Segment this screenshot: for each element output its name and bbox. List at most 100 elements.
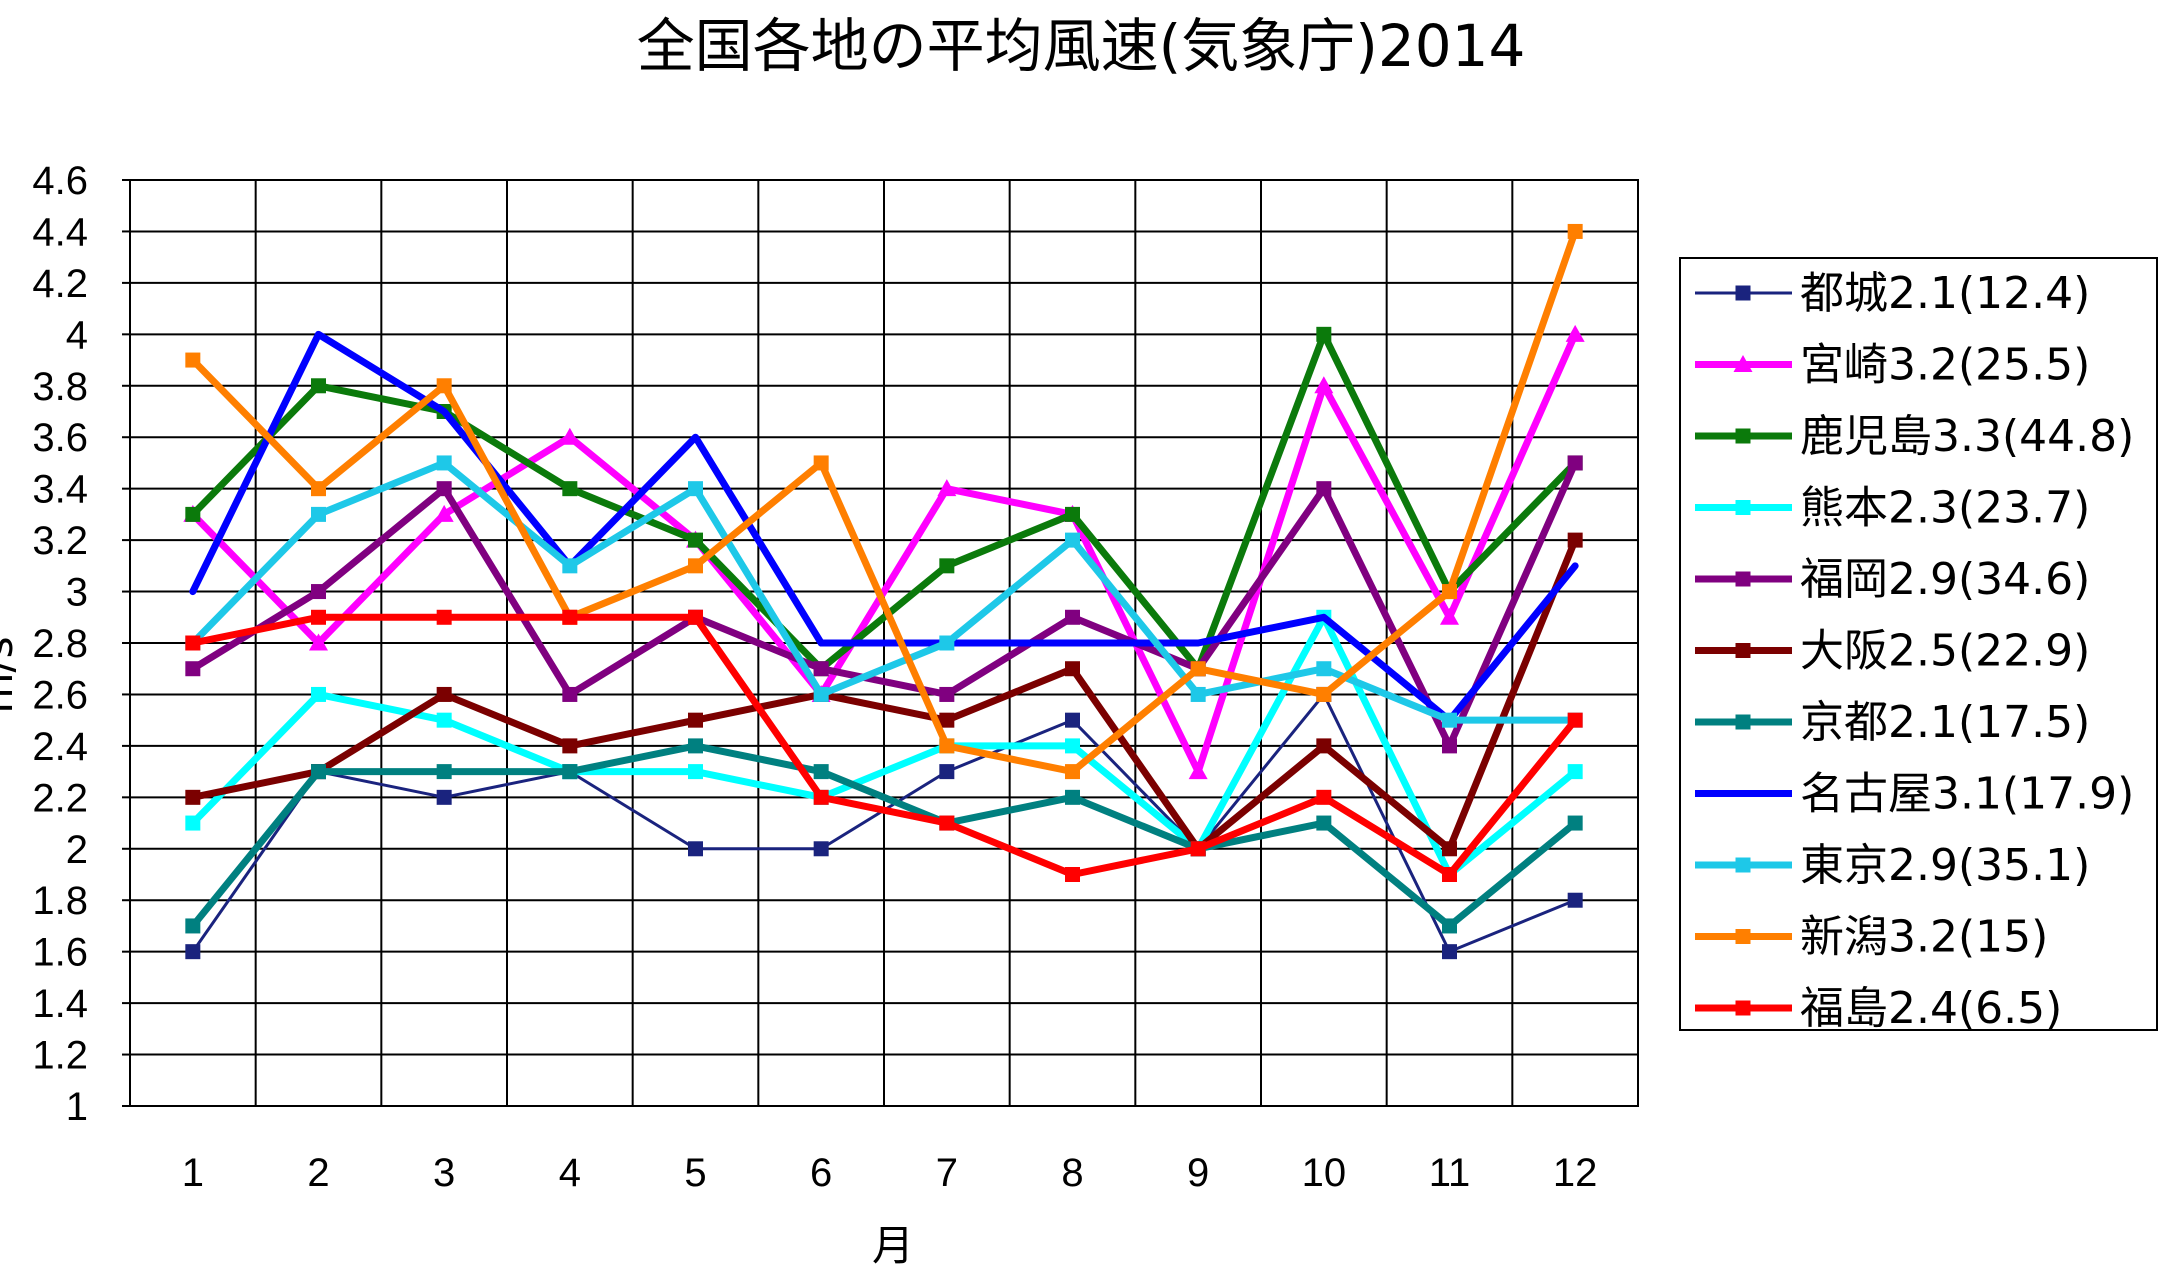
data-point: [1065, 789, 1080, 805]
data-point: [688, 558, 703, 574]
data-point: [688, 841, 703, 857]
data-point: [813, 789, 829, 805]
data-point: [562, 558, 578, 574]
legend-item: 福岡2.9(34.6): [1695, 554, 2090, 605]
data-point: [434, 504, 454, 522]
data-point: [1567, 764, 1583, 780]
data-point: [311, 378, 326, 394]
data-point: [185, 918, 201, 934]
legend-item: 名古屋3.1(17.9): [1695, 769, 2134, 820]
data-point: [1442, 944, 1457, 960]
data-point: [311, 609, 326, 625]
data-point: [688, 481, 703, 497]
legend-item: 新潟3.2(15): [1695, 912, 2048, 963]
y-tick-label: 3: [66, 571, 88, 615]
data-point: [1735, 929, 1751, 944]
series-line: [189, 330, 1579, 776]
legend-label: 東京2.9(35.1): [1800, 840, 2090, 891]
series-line: [189, 613, 1579, 878]
series-line: [189, 536, 1579, 853]
x-tick-label: 6: [810, 1151, 832, 1195]
data-point: [1735, 643, 1751, 658]
x-tick-label: 11: [1429, 1151, 1471, 1195]
data-point: [1567, 455, 1583, 471]
data-point: [1442, 841, 1457, 857]
data-point: [436, 789, 452, 805]
legend-label: 京都2.1(17.5): [1800, 697, 2090, 748]
data-point: [939, 712, 955, 728]
data-point: [813, 455, 829, 471]
data-point: [185, 635, 201, 651]
x-tick-label: 8: [1061, 1151, 1083, 1195]
data-point: [1442, 738, 1457, 754]
legend: 都城2.1(12.4) 宮崎3.2(25.5) 鹿児島3.3(44.8) 熊本2.3(…: [1679, 257, 2158, 1034]
legend-item: 鹿児島3.3(44.8): [1695, 411, 2134, 462]
data-point: [436, 712, 452, 728]
data-point: [185, 815, 201, 831]
legend-label: 新潟3.2(15): [1800, 912, 2048, 963]
y-tick-label: 4.2: [32, 262, 88, 306]
series-group: [183, 223, 1585, 960]
data-point: [1316, 481, 1332, 497]
y-tick-label: 2.8: [32, 622, 88, 666]
data-point: [688, 712, 703, 728]
data-point: [939, 738, 955, 754]
data-point: [813, 661, 829, 677]
data-point: [436, 481, 452, 497]
x-tick-label: 4: [559, 1151, 581, 1195]
legend-label: 福岡2.9(34.6): [1800, 554, 2090, 605]
data-point: [813, 686, 829, 702]
data-point: [1735, 857, 1751, 873]
x-axis-ticks: 1 2 3 4 5 6 7 8 9 10 11 12: [182, 1151, 1598, 1195]
legend-label: 名古屋3.1(17.9): [1800, 769, 2134, 820]
series-福島2.4(6.5): [185, 609, 1583, 882]
data-point: [1065, 712, 1080, 728]
y-axis-title: m/s: [0, 637, 22, 714]
data-point: [939, 558, 955, 574]
data-point: [939, 815, 955, 831]
y-tick-label: 3.6: [32, 416, 88, 460]
legend-item: 宮崎3.2(25.5): [1695, 340, 2090, 391]
legend-item: 熊本2.3(23.7): [1695, 483, 2090, 534]
data-point: [436, 378, 452, 394]
data-point: [185, 789, 201, 805]
series-line: [189, 613, 1579, 878]
data-point: [309, 633, 328, 651]
legend-item: 京都2.1(17.5): [1695, 697, 2090, 748]
data-point: [1190, 686, 1206, 702]
data-point: [1567, 223, 1583, 239]
data-point: [1065, 661, 1080, 677]
data-point: [1314, 376, 1334, 394]
data-point: [1567, 532, 1583, 548]
data-point: [1735, 500, 1751, 515]
data-point: [311, 506, 326, 522]
data-point: [1316, 686, 1332, 702]
y-tick-label: 3.8: [32, 365, 88, 409]
data-point: [1065, 867, 1080, 882]
y-tick-label: 2.6: [32, 673, 88, 717]
y-tick-label: 1.8: [32, 879, 88, 923]
data-point: [1065, 764, 1080, 780]
x-tick-label: 10: [1302, 1151, 1347, 1195]
y-tick-label: 3.2: [32, 519, 88, 563]
data-point: [688, 764, 703, 780]
series-新潟3.2(15): [185, 223, 1583, 780]
x-tick-label: 7: [936, 1151, 958, 1195]
data-point: [1316, 326, 1332, 342]
data-point: [1567, 892, 1583, 908]
y-tick-label: 2.2: [32, 776, 88, 820]
data-point: [562, 481, 578, 497]
y-tick-label: 2: [66, 828, 88, 872]
legend-item: 東京2.9(35.1): [1695, 840, 2090, 891]
data-point: [1565, 324, 1585, 342]
legend-item: 都城2.1(12.4): [1695, 268, 2090, 319]
data-point: [939, 686, 955, 702]
data-point: [1316, 661, 1332, 677]
data-point: [937, 479, 957, 497]
data-point: [311, 764, 326, 780]
data-point: [311, 584, 326, 600]
y-tick-label: 3.4: [32, 468, 88, 512]
data-point: [436, 764, 452, 780]
x-tick-label: 2: [307, 1151, 329, 1195]
series-line: [189, 227, 1579, 776]
